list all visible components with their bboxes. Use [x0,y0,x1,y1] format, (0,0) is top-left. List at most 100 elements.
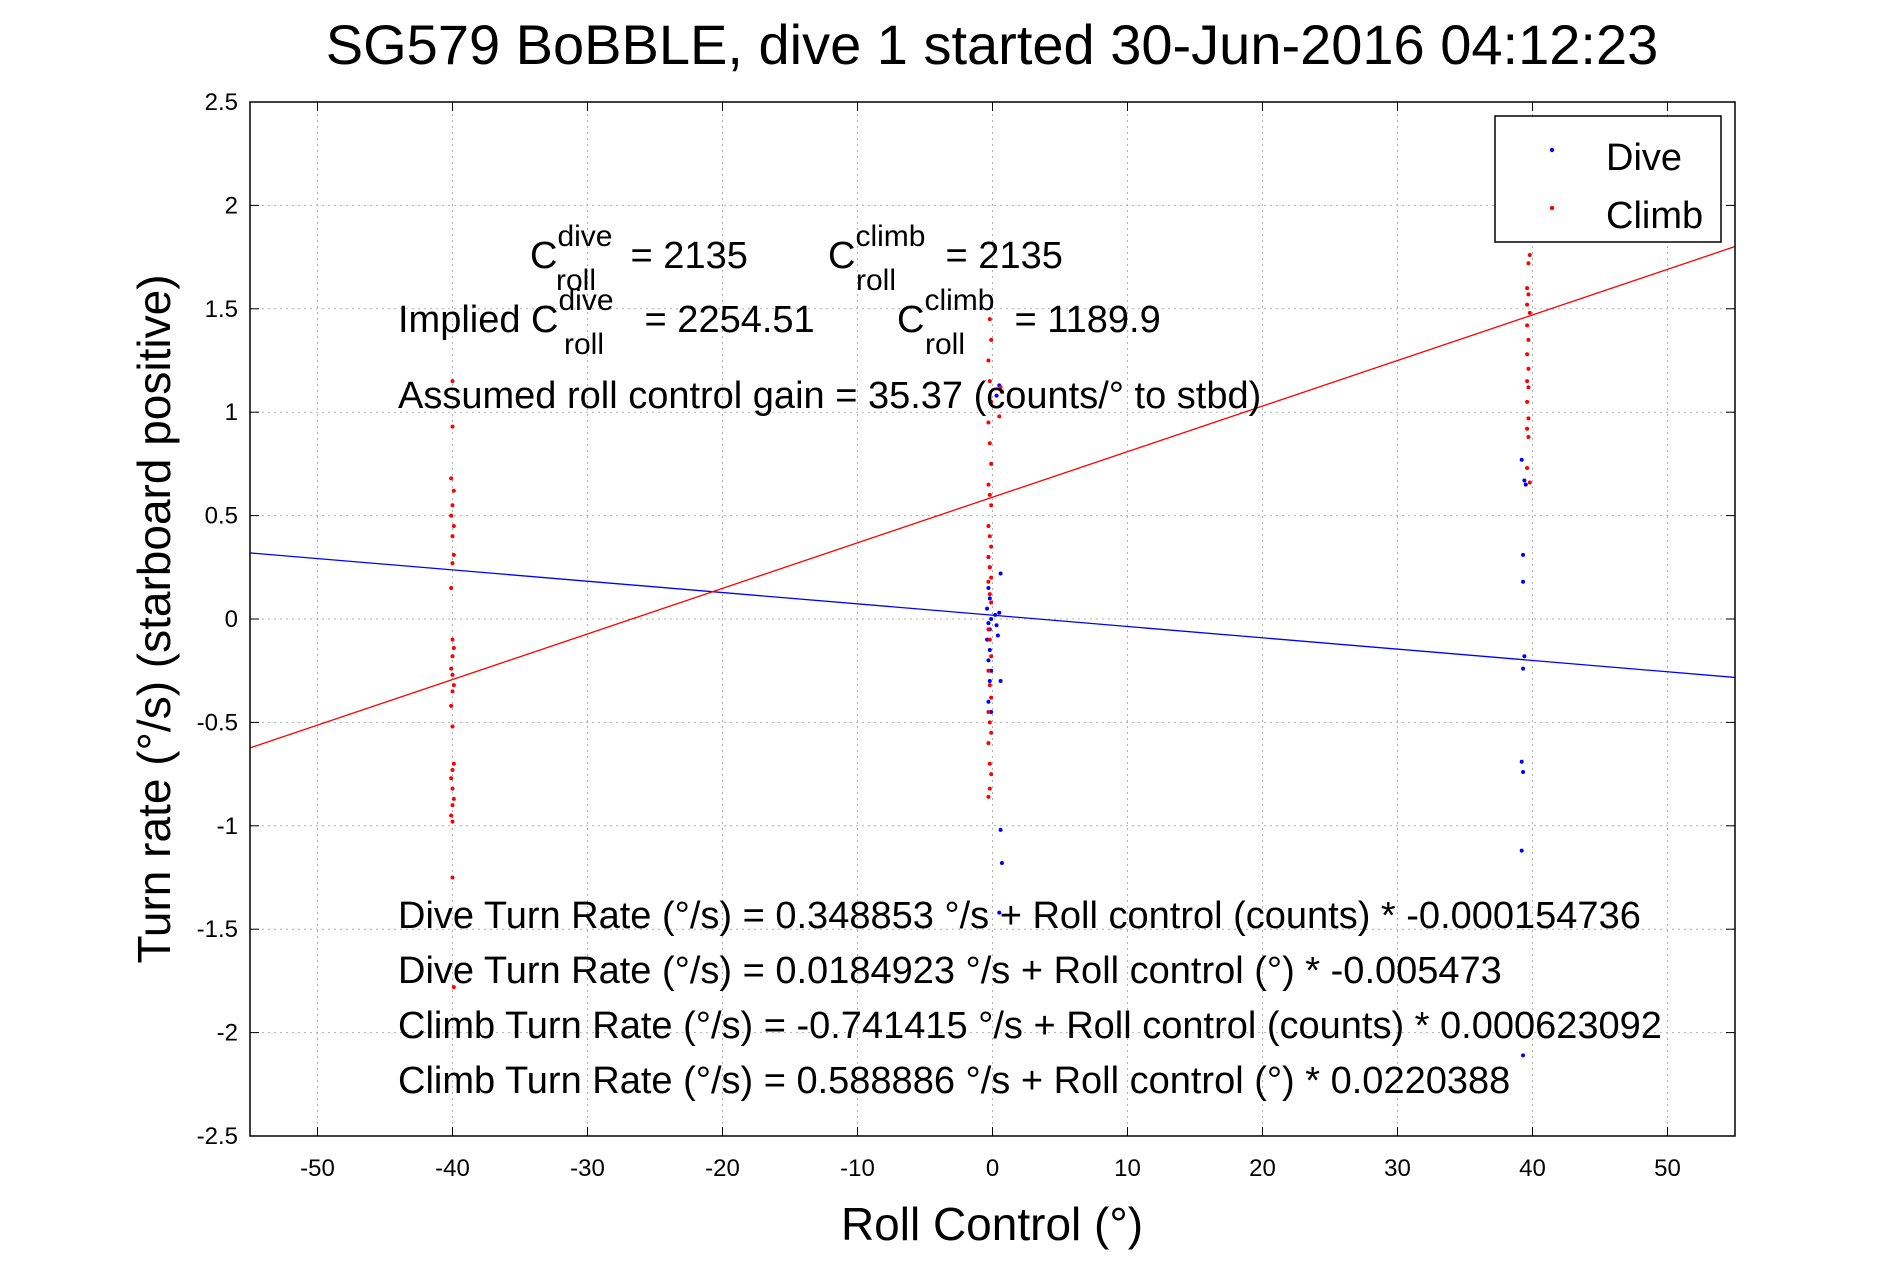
point-climb [989,575,994,580]
point-climb [987,492,992,497]
x-tick-label: -50 [300,1155,335,1182]
point-climb [450,672,455,677]
point-dive [1522,654,1527,659]
point-climb [450,786,455,791]
point-dive [993,612,998,617]
point-climb [1527,310,1532,315]
point-climb [989,337,994,342]
point-climb [1525,466,1530,471]
point-dive [986,621,991,626]
annotation-gain: Assumed roll control gain = 35.37 (count… [398,375,1261,417]
point-climb [449,813,454,818]
x-axis-label: Roll Control (°) [841,1198,1143,1250]
point-climb [989,695,994,700]
point-dive [1523,482,1528,487]
legend: Dive Climb [1494,115,1722,243]
y-tick-label: -2 [217,1020,238,1047]
point-dive [1519,848,1524,853]
point-climb [450,803,455,808]
point-climb [450,561,455,566]
point-climb [450,767,455,772]
point-dive [1521,579,1526,584]
point-climb [450,689,455,694]
point-climb [449,703,454,708]
point-climb [449,666,454,671]
point-climb [1525,399,1530,404]
point-climb [1526,292,1531,297]
annotation-implied-climb: Cclimb roll = 1189.9 [897,284,1161,361]
point-climb [989,399,994,404]
point-climb [450,875,455,880]
point-dive [994,623,999,628]
annotation-eq2: Dive Turn Rate (°/s) = 0.0184923 °/s + R… [398,950,1502,992]
point-climb [986,794,991,799]
point-climb [450,654,455,659]
point-climb [987,637,992,642]
point-dive [1522,478,1527,483]
point-climb [986,710,991,715]
point-climb [987,534,992,539]
point-climb [451,488,456,493]
point-climb [998,385,1003,390]
point-climb [986,579,991,584]
point-climb [1527,480,1532,485]
point-dive [997,910,1002,915]
point-dive [1521,770,1526,775]
point-climb [989,730,994,735]
y-tick-label: 1 [225,399,238,426]
point-climb [986,420,991,425]
x-tick-label: 30 [1384,1155,1411,1182]
point-climb [449,513,454,518]
point-climb [451,761,456,766]
point-climb [1525,352,1530,357]
x-tick-label: 0 [986,1155,999,1182]
point-climb [989,600,994,605]
point-climb [450,424,455,429]
point-dive [987,648,992,653]
point-climb [987,683,992,688]
data-points [449,253,1532,1058]
x-tick-label: -40 [435,1155,470,1182]
annotation-coef-dive: Cdive roll = 2135 [530,220,748,297]
x-tick-label: 40 [1519,1155,1546,1182]
fit-line-dive [249,552,1736,679]
point-dive [985,606,990,611]
point-climb [1526,416,1531,421]
point-climb [987,786,992,791]
point-climb [1526,366,1531,371]
point-climb [987,592,992,597]
point-dive [987,679,992,684]
point-dive [995,633,1000,638]
point-climb [999,389,1004,394]
point-climb [986,482,991,487]
point-dive [998,679,1003,684]
point-climb [449,585,454,590]
point-climb [989,772,994,777]
point-climb [451,645,456,650]
annotation-coef-climb: Cclimb roll = 2135 [828,220,1063,297]
point-dive [986,658,991,663]
point-dive [1519,457,1524,462]
point-climb [989,503,994,508]
point-climb [450,379,455,384]
x-tick-label: 20 [1249,1155,1276,1182]
point-dive [998,827,1003,832]
point-dive [997,610,1002,615]
annotation-implied-dive: Implied Cdive roll = 2254.51 [398,284,815,361]
point-climb [450,503,455,508]
point-dive [1521,552,1526,557]
y-tick-label: 0 [225,606,238,633]
point-climb [986,554,991,559]
point-climb [451,796,456,801]
point-climb [451,523,456,528]
point-dive [1519,759,1524,764]
point-climb [1525,379,1530,384]
point-climb [451,552,456,557]
y-axis-label: Turn rate (°/s) (starboard positive) [128,274,180,963]
point-climb [986,668,991,673]
point-climb [451,683,456,688]
legend-label-climb: Climb [1606,195,1703,237]
x-tick-label: -20 [705,1155,740,1182]
point-climb [450,637,455,642]
y-axis-ticks: -2.5 -2 -1.5 -1 -0.5 0 0.5 1 1.5 2 2.5 [197,89,1735,1150]
